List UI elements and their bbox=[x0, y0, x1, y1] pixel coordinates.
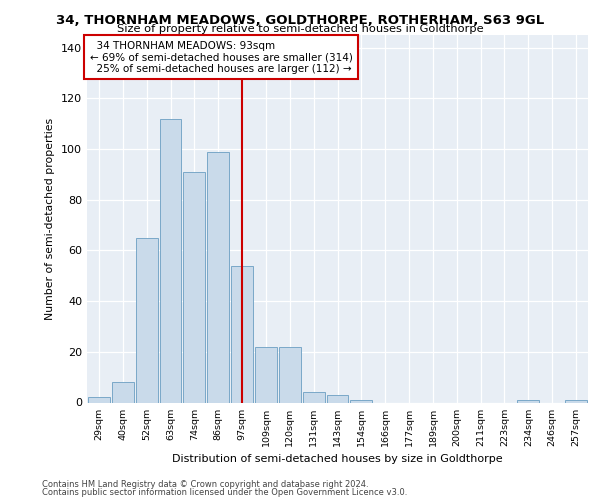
Bar bbox=[136, 238, 158, 402]
Bar bbox=[279, 346, 301, 403]
Text: Contains HM Land Registry data © Crown copyright and database right 2024.: Contains HM Land Registry data © Crown c… bbox=[42, 480, 368, 489]
Bar bbox=[160, 118, 181, 403]
Bar bbox=[517, 400, 539, 402]
Bar bbox=[184, 172, 205, 402]
Bar bbox=[112, 382, 134, 402]
Text: Contains public sector information licensed under the Open Government Licence v3: Contains public sector information licen… bbox=[42, 488, 407, 497]
Bar bbox=[88, 398, 110, 402]
X-axis label: Distribution of semi-detached houses by size in Goldthorpe: Distribution of semi-detached houses by … bbox=[172, 454, 503, 464]
Bar bbox=[326, 395, 349, 402]
Bar bbox=[255, 346, 277, 403]
Bar bbox=[302, 392, 325, 402]
Bar bbox=[207, 152, 229, 402]
Text: 34, THORNHAM MEADOWS, GOLDTHORPE, ROTHERHAM, S63 9GL: 34, THORNHAM MEADOWS, GOLDTHORPE, ROTHER… bbox=[56, 14, 544, 26]
Bar bbox=[350, 400, 373, 402]
Text: 34 THORNHAM MEADOWS: 93sqm
← 69% of semi-detached houses are smaller (314)
  25%: 34 THORNHAM MEADOWS: 93sqm ← 69% of semi… bbox=[89, 40, 352, 74]
Bar bbox=[565, 400, 587, 402]
Bar bbox=[231, 266, 253, 402]
Y-axis label: Number of semi-detached properties: Number of semi-detached properties bbox=[46, 118, 55, 320]
Text: Size of property relative to semi-detached houses in Goldthorpe: Size of property relative to semi-detach… bbox=[116, 24, 484, 34]
